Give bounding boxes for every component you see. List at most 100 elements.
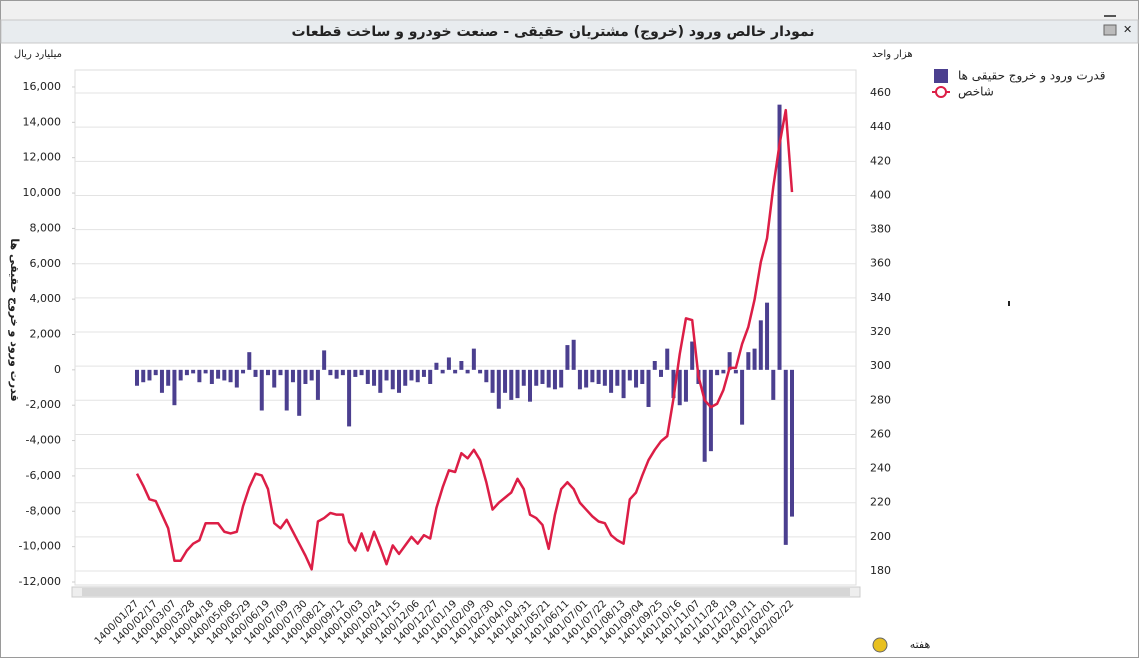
bar — [353, 369, 358, 377]
bar — [596, 369, 601, 384]
bar — [266, 369, 270, 376]
close-icon[interactable]: ✕ — [1123, 23, 1132, 36]
bar — [397, 369, 401, 393]
bar — [303, 369, 308, 384]
bar — [228, 369, 233, 383]
bar — [777, 104, 782, 370]
y2-tick-label: 360 — [870, 257, 891, 270]
bar — [309, 369, 314, 381]
y-unit: میلیارد ریال — [14, 49, 62, 60]
bar — [135, 369, 139, 386]
bar — [584, 369, 589, 388]
bar — [671, 369, 676, 399]
bar — [159, 369, 164, 393]
bar — [571, 339, 576, 370]
legend-swatch — [935, 86, 947, 98]
bar — [733, 369, 738, 374]
y-tick-label: -10,000 — [19, 540, 61, 553]
bar — [347, 369, 352, 427]
bar — [222, 369, 227, 381]
bar — [465, 369, 470, 374]
bar — [708, 369, 713, 452]
bar — [234, 369, 239, 388]
bar — [453, 369, 458, 374]
bar — [278, 369, 283, 376]
y2-tick-label: 200 — [870, 530, 891, 543]
bar — [153, 369, 158, 376]
bar — [290, 369, 295, 383]
bar — [634, 369, 639, 388]
bar — [147, 369, 152, 381]
y-tick-label: -12,000 — [19, 575, 61, 588]
bar — [752, 348, 757, 370]
bar — [621, 369, 626, 399]
bar — [615, 369, 620, 386]
bar — [521, 369, 526, 386]
bar — [241, 369, 246, 374]
bar — [415, 369, 420, 383]
legend-label: شاخص — [958, 85, 994, 100]
bar — [534, 369, 539, 386]
bar — [141, 369, 146, 383]
bar — [247, 352, 252, 370]
bar — [683, 369, 688, 402]
bar — [359, 369, 364, 376]
bar — [490, 369, 495, 393]
bar — [652, 361, 657, 370]
print-icon[interactable] — [1103, 24, 1117, 36]
bar — [702, 369, 707, 462]
bar — [690, 341, 695, 370]
bar — [484, 369, 489, 383]
bar — [528, 369, 532, 402]
bar — [509, 369, 514, 400]
bar — [191, 369, 196, 374]
y2-tick-label: 240 — [870, 462, 891, 475]
bar — [559, 369, 564, 388]
y-tick-label: 4,000 — [30, 292, 62, 305]
bar — [284, 369, 289, 411]
bar — [590, 369, 595, 383]
bar — [577, 369, 582, 390]
y-tick-label: 0 — [54, 363, 61, 376]
chart-title: نمودار خالص ورود (خروج) مشتریان حقیقی - … — [292, 24, 815, 40]
y2-tick-label: 300 — [870, 359, 891, 372]
bar — [727, 352, 732, 370]
bar — [197, 369, 202, 383]
bar — [478, 369, 483, 374]
bar — [659, 369, 663, 377]
bar — [565, 345, 570, 370]
x-axis-label: هفته — [910, 638, 931, 651]
bar — [677, 369, 682, 406]
bar — [166, 369, 171, 386]
bar — [372, 369, 377, 386]
scrollbar-thumb[interactable] — [82, 588, 850, 596]
y2-tick-label: 380 — [870, 223, 891, 236]
bar — [503, 369, 508, 393]
bar — [446, 357, 451, 370]
bar — [459, 361, 464, 370]
y2-tick-label: 220 — [870, 496, 891, 509]
y-tick-label: -8,000 — [26, 504, 61, 517]
y-tick-label: -4,000 — [26, 434, 61, 447]
bar — [378, 369, 383, 393]
bar — [434, 362, 439, 370]
y-tick-label: -2,000 — [26, 398, 61, 411]
bar — [758, 320, 763, 370]
bar — [340, 369, 345, 376]
y-tick-label: 2,000 — [30, 327, 62, 340]
bar — [184, 369, 189, 376]
y-tick-label: 14,000 — [23, 115, 62, 128]
dot — [1008, 301, 1010, 306]
bar — [496, 369, 501, 409]
legend-label: قدرت ورود و خروج حقیقی ها — [958, 69, 1105, 84]
y2-tick-label: 460 — [870, 86, 891, 99]
bar — [365, 369, 370, 384]
bar — [665, 348, 670, 370]
y2-tick-label: 420 — [870, 154, 891, 167]
bar — [315, 369, 320, 400]
y-tick-label: -6,000 — [26, 469, 61, 482]
settings-icon[interactable] — [872, 637, 888, 653]
bar — [272, 369, 277, 388]
y-tick-label: 12,000 — [23, 151, 62, 164]
